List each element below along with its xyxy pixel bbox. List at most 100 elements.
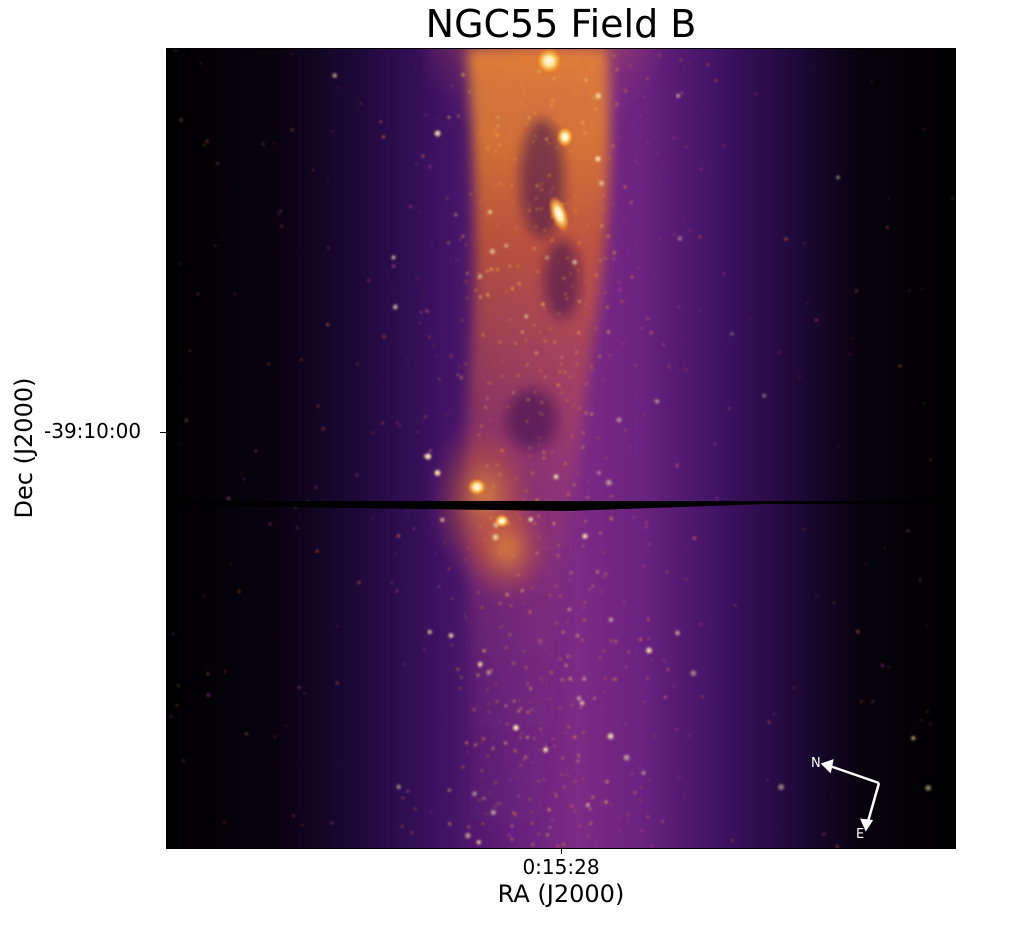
star	[661, 820, 664, 823]
chip-gap	[167, 501, 955, 511]
star	[514, 158, 516, 161]
star	[680, 59, 683, 61]
star	[478, 274, 483, 279]
star	[559, 557, 561, 559]
star	[457, 114, 460, 118]
star	[620, 535, 622, 537]
star	[500, 449, 504, 452]
star	[176, 704, 178, 707]
star	[548, 62, 551, 65]
star	[581, 123, 584, 126]
star	[515, 477, 518, 480]
star	[290, 128, 294, 132]
star	[290, 52, 293, 55]
star	[445, 414, 448, 416]
star	[612, 360, 613, 362]
star	[640, 77, 642, 79]
star	[560, 356, 563, 359]
star	[392, 288, 393, 290]
star	[465, 617, 467, 620]
star	[541, 679, 543, 681]
star	[616, 104, 619, 106]
star	[447, 241, 450, 244]
star	[578, 407, 581, 410]
star-field	[170, 49, 954, 848]
star	[612, 203, 614, 205]
star	[491, 747, 495, 750]
star	[635, 159, 637, 162]
star	[488, 792, 491, 794]
star	[749, 318, 751, 320]
star	[438, 585, 441, 588]
star	[550, 215, 553, 218]
star	[561, 122, 564, 125]
star	[881, 664, 884, 667]
star	[513, 724, 519, 731]
star	[699, 623, 703, 626]
star	[516, 227, 518, 229]
star	[731, 839, 734, 842]
star	[569, 578, 571, 581]
y-tick-mark	[160, 432, 166, 433]
star	[482, 649, 486, 652]
star	[543, 229, 546, 232]
star	[495, 682, 497, 684]
star	[488, 711, 490, 713]
star	[577, 241, 581, 245]
star	[609, 354, 611, 356]
star	[564, 142, 566, 145]
star	[640, 327, 643, 330]
star	[303, 692, 306, 694]
x-tick-label: 0:15:28	[522, 855, 600, 879]
star	[499, 551, 501, 553]
star	[617, 816, 619, 818]
star	[627, 815, 630, 818]
star	[523, 758, 525, 761]
star	[175, 49, 177, 52]
star	[784, 237, 788, 241]
star	[393, 304, 398, 310]
star	[551, 99, 554, 103]
star	[499, 94, 502, 96]
star	[594, 107, 597, 111]
star	[474, 743, 477, 746]
star	[185, 419, 188, 422]
star	[533, 324, 536, 327]
star	[512, 201, 514, 203]
star	[573, 780, 577, 783]
star	[524, 755, 528, 759]
star	[632, 516, 636, 519]
star	[572, 259, 577, 265]
star	[428, 336, 431, 339]
star	[600, 803, 602, 805]
star	[888, 198, 890, 200]
star	[241, 471, 243, 474]
star	[424, 114, 427, 116]
star	[523, 499, 525, 502]
star	[584, 303, 587, 305]
star	[591, 69, 593, 72]
star	[599, 259, 602, 262]
star	[922, 288, 924, 290]
star	[624, 429, 627, 431]
star	[516, 512, 518, 515]
star	[336, 765, 338, 766]
star	[336, 626, 338, 628]
star	[685, 578, 687, 580]
star	[517, 709, 520, 713]
star	[414, 66, 417, 68]
star	[524, 314, 528, 319]
star	[662, 228, 664, 230]
star	[576, 63, 578, 64]
star	[525, 420, 528, 423]
star	[478, 799, 481, 801]
star	[602, 380, 605, 382]
star	[508, 318, 511, 321]
star	[629, 447, 631, 449]
star	[539, 331, 541, 333]
star	[512, 811, 515, 815]
star	[929, 722, 932, 725]
star	[565, 202, 568, 205]
star	[507, 522, 510, 525]
star	[552, 77, 556, 80]
